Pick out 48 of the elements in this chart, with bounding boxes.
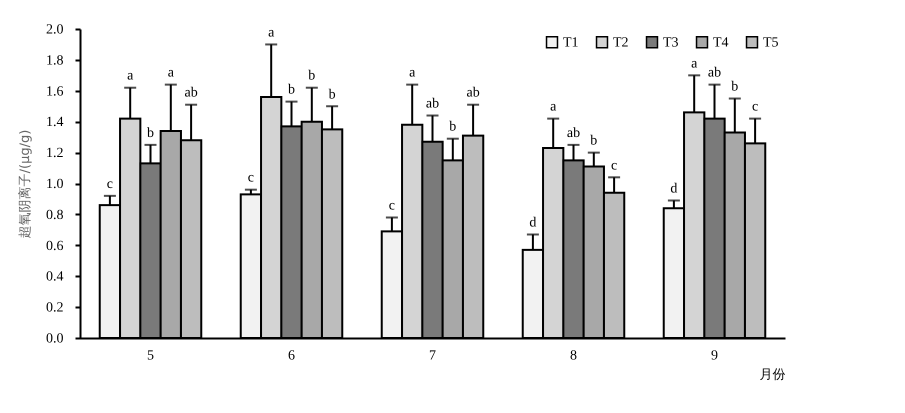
annotation: b xyxy=(590,134,598,149)
annotation: b xyxy=(328,87,336,102)
annotation: c xyxy=(248,170,254,186)
y-axis-title: 超氧阴离子/(μg/g) xyxy=(17,130,33,238)
annotation: c xyxy=(611,158,618,174)
y-tick-label: 0.6 xyxy=(46,238,64,254)
annotation: d xyxy=(529,215,536,230)
x-axis-title: 月份 xyxy=(760,366,786,382)
annotation: a xyxy=(550,100,558,115)
annotation: a xyxy=(168,66,175,81)
y-tick-label: 1.2 xyxy=(46,146,64,162)
y-tick-label: 1.0 xyxy=(46,177,64,192)
x-tick-label: 5 xyxy=(147,348,154,364)
annotation: ab xyxy=(708,66,722,81)
annotation: a xyxy=(268,25,276,40)
annotation: a xyxy=(127,68,134,84)
y-tick-label: 1.8 xyxy=(46,53,64,68)
x-tick-label: 9 xyxy=(711,348,718,364)
annotation: c xyxy=(752,100,758,115)
annotation: ab xyxy=(566,126,580,141)
x-tick-label: 6 xyxy=(288,348,295,364)
annotation: ab xyxy=(184,86,198,101)
annotation: a xyxy=(409,66,416,81)
annotation: b xyxy=(308,68,316,84)
annotation: ab xyxy=(426,96,440,112)
y-tick-label: 1.6 xyxy=(46,84,64,100)
x-tick-label: 7 xyxy=(429,348,436,364)
legend-label: T2 xyxy=(613,35,629,50)
annotation: b xyxy=(731,80,738,95)
y-tick-label: 0.4 xyxy=(46,270,64,285)
annotation: d xyxy=(670,181,678,196)
annotation: c xyxy=(106,176,113,192)
annotation: c xyxy=(388,198,395,214)
y-tick-label: 0.8 xyxy=(46,208,64,223)
y-tick-label: 2.0 xyxy=(46,22,64,38)
y-tick-label: 1.4 xyxy=(46,115,64,130)
annotation: ab xyxy=(466,86,480,101)
legend-label: T4 xyxy=(713,35,729,50)
y-tick-label: 0.0 xyxy=(46,332,64,346)
annotation: b xyxy=(288,82,295,98)
x-tick-label: 8 xyxy=(570,348,577,364)
annotation: a xyxy=(691,56,698,72)
legend-label: T3 xyxy=(663,35,679,50)
legend-label: T1 xyxy=(563,35,579,50)
y-tick-label: 0.2 xyxy=(46,300,64,316)
annotation: b xyxy=(449,120,456,135)
legend-label: T5 xyxy=(763,35,779,50)
annotation: b xyxy=(147,126,154,141)
